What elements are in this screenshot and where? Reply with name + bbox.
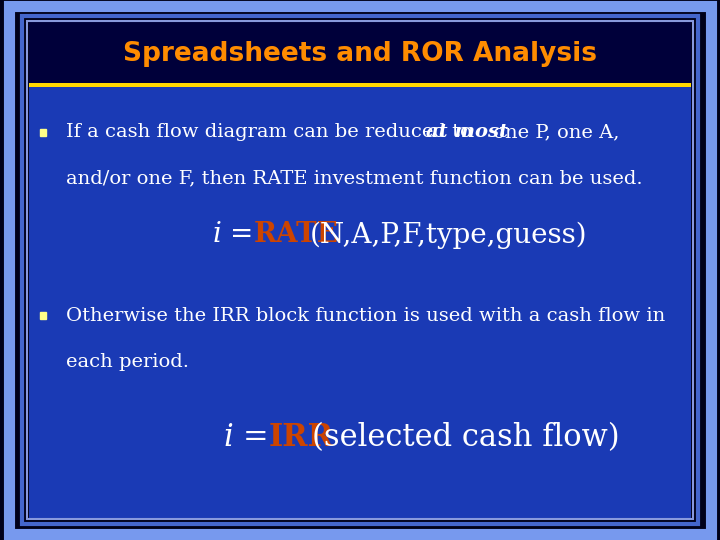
Text: i: i: [223, 422, 233, 453]
Text: RATE: RATE: [254, 221, 339, 248]
Text: =: =: [230, 221, 253, 248]
Text: Spreadsheets and ROR Analysis: Spreadsheets and ROR Analysis: [123, 41, 597, 67]
Text: each period.: each period.: [66, 353, 189, 371]
Text: If a cash flow diagram can be reduced to: If a cash flow diagram can be reduced to: [66, 123, 478, 141]
Text: one P, one A,: one P, one A,: [487, 123, 620, 141]
Text: IRR: IRR: [269, 422, 333, 453]
Text: at most: at most: [426, 123, 508, 141]
Text: i: i: [212, 221, 221, 248]
Text: Otherwise the IRR block function is used with a cash flow in: Otherwise the IRR block function is used…: [66, 307, 665, 325]
Text: (selected cash flow): (selected cash flow): [312, 422, 619, 453]
Text: (N,A,P,F,type,guess): (N,A,P,F,type,guess): [310, 221, 588, 248]
Text: =: =: [243, 422, 269, 453]
Text: and/or one F, then RATE investment function can be used.: and/or one F, then RATE investment funct…: [66, 169, 643, 187]
